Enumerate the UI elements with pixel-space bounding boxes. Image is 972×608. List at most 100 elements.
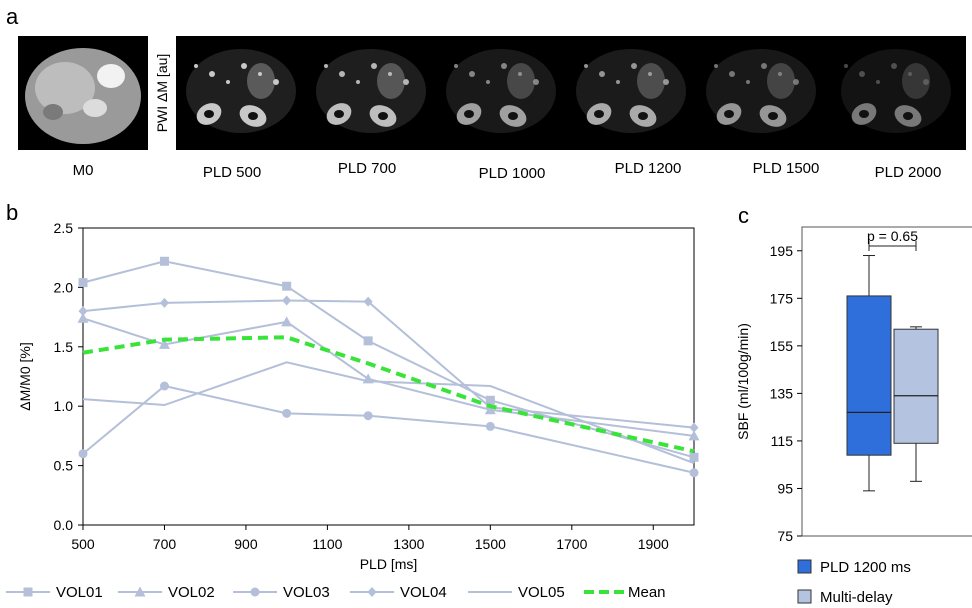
vessel-speck: [584, 64, 588, 68]
data-point: [689, 452, 699, 462]
y-tick-label: 0.0: [54, 517, 74, 533]
box-1: [846, 255, 892, 492]
vessel-speck: [908, 72, 912, 76]
mean-line: [82, 335, 695, 454]
x-tick-label: 1300: [393, 536, 424, 552]
data-point: [77, 312, 89, 323]
vessel-speck: [859, 71, 865, 77]
data-point: [78, 278, 88, 288]
vessel-speck: [761, 63, 767, 69]
data-point: [282, 295, 292, 306]
y-tick-label: 2.5: [54, 220, 74, 236]
spleen-shape: [247, 63, 275, 99]
data-point: [159, 297, 169, 308]
vessel-speck: [454, 64, 458, 68]
vessel-speck: [258, 72, 262, 76]
data-point: [485, 395, 495, 405]
vessel-speck: [793, 79, 799, 85]
pwi-colorbar-label-box: PWI ΔM [au]: [150, 36, 174, 150]
kidney-hilum: [508, 112, 518, 120]
vessel-speck: [648, 72, 652, 76]
series-mean: [82, 335, 695, 454]
mri-slice-drawing: [25, 48, 141, 144]
vessel-speck: [356, 80, 360, 84]
vessel-speck: [226, 80, 230, 84]
legend-marker: [23, 587, 33, 597]
y-tick-label: 75: [777, 528, 793, 544]
plot-frame: [801, 226, 972, 537]
series-vol03: [78, 381, 699, 478]
y-tick-label: 1.0: [54, 398, 74, 414]
vessel-speck: [923, 79, 929, 85]
line-chart-delta-m: 500 700 900 1100 1300 1500 1700 1900 0.0 0.5 1.0 1.…: [6, 220, 700, 601]
kidney-hilum: [724, 110, 734, 118]
data-point: [485, 421, 495, 431]
p-value-annotation: p = 0.65: [867, 228, 918, 244]
legend-marker: [250, 587, 260, 597]
data-point: [689, 422, 699, 433]
y-tick-label: 195: [770, 243, 794, 259]
vessel-speck: [599, 71, 605, 77]
y-axis-label: SBF (ml/100g/min): [735, 323, 751, 440]
kidney-shape: [43, 104, 63, 120]
vessel-speck: [486, 80, 490, 84]
box-iqr: [893, 328, 939, 444]
legend-label: VOL04: [400, 584, 447, 601]
y-tick-label: 175: [770, 290, 794, 306]
spleen-shape: [377, 63, 405, 99]
vessel-speck: [778, 72, 782, 76]
y-tick-label: 2.0: [54, 279, 74, 295]
mri-slice-drawing: [841, 49, 951, 133]
plot-frame: [82, 227, 695, 526]
series-line: [82, 361, 695, 465]
pwi-image: [696, 36, 826, 150]
spleen-shape: [637, 63, 665, 99]
legend-label: VOL03: [283, 584, 330, 601]
spleen-shape: [902, 63, 930, 99]
vessel-speck: [891, 63, 897, 69]
vessel-speck: [339, 71, 345, 77]
mri-slice-drawing: [446, 49, 556, 133]
x-tick-label: 1500: [475, 536, 506, 552]
box-2: [893, 326, 939, 482]
kidney-hilum: [204, 110, 214, 118]
legend-item: Multi-delay: [797, 589, 893, 606]
legend-item-vol02: VOL02: [118, 584, 215, 601]
kidney-hilum: [638, 112, 648, 120]
legend-label: VOL01: [56, 584, 103, 601]
mri-slice-drawing: [186, 49, 296, 133]
pwi-image: [306, 36, 436, 150]
data-point: [159, 256, 169, 266]
kidney-hilum: [248, 112, 258, 120]
legend-item: PLD 1200 ms: [797, 559, 911, 576]
x-tick-label: 700: [153, 536, 177, 552]
kidney-hilum: [594, 110, 604, 118]
kidney-hilum: [903, 112, 913, 120]
legend-item-vol03: VOL03: [233, 584, 330, 601]
series-vol05: [82, 361, 695, 465]
pwi-image: [176, 36, 306, 150]
vessel-speck: [371, 63, 377, 69]
data-point: [158, 338, 170, 349]
x-tick-label: 900: [234, 536, 258, 552]
legend-marker: [134, 586, 146, 597]
x-tick-label: 1900: [638, 536, 669, 552]
data-point: [688, 430, 700, 441]
series-vol02: [77, 312, 700, 441]
y-tick-label: 95: [777, 480, 793, 496]
data-point: [282, 408, 292, 418]
vessel-speck: [533, 79, 539, 85]
mri-slice-drawing: [316, 49, 426, 133]
data-point: [78, 449, 88, 459]
legend-swatch: [797, 559, 812, 574]
series-line: [82, 299, 695, 429]
legend-swatch: [797, 589, 812, 604]
image-label: PLD 500: [202, 164, 262, 181]
x-tick-label: 1100: [312, 536, 342, 552]
data-point: [282, 281, 292, 291]
legend-label: Multi-delay: [820, 589, 893, 606]
vessel-speck: [469, 71, 475, 77]
pwi-image: [436, 36, 566, 150]
legend-label: VOL02: [168, 584, 215, 601]
image-label: PLD 700: [337, 160, 397, 177]
